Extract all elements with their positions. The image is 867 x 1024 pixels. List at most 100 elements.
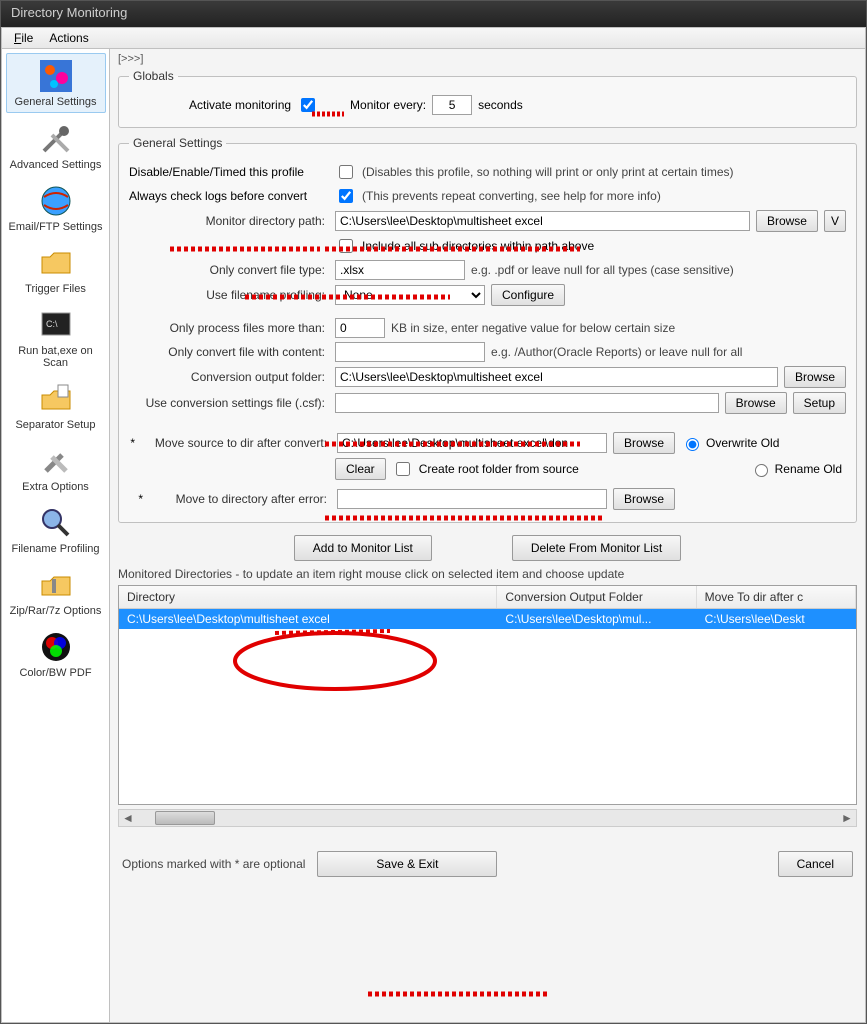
rename-old-radio[interactable] xyxy=(755,464,768,477)
cmd-icon: C:\ xyxy=(38,307,74,343)
csf-label: Use conversion settings file (.csf): xyxy=(129,396,329,410)
monitored-directories-hint: Monitored Directories - to update an ite… xyxy=(118,567,857,581)
configure-button[interactable]: Configure xyxy=(491,284,565,306)
globals-legend: Globals xyxy=(129,69,178,83)
filename-profiling-select[interactable]: None xyxy=(335,285,485,305)
tools-icon xyxy=(38,121,74,157)
cancel-button[interactable]: Cancel xyxy=(778,851,853,877)
wrench-icon xyxy=(38,443,74,479)
list-header-output[interactable]: Conversion Output Folder xyxy=(497,586,696,608)
sidebar-item-general-settings[interactable]: General Settings xyxy=(6,53,106,113)
star-marker-2: * xyxy=(129,492,143,506)
separator-icon xyxy=(38,381,74,417)
overwrite-old-radio[interactable] xyxy=(686,438,699,451)
seconds-label: seconds xyxy=(478,98,523,112)
globals-group: Globals Activate monitoring Monitor ever… xyxy=(118,69,857,128)
disable-profile-label: Disable/Enable/Timed this profile xyxy=(129,165,329,179)
activate-monitoring-label: Activate monitoring xyxy=(189,98,291,112)
zip-icon xyxy=(38,567,74,603)
general-icon xyxy=(38,58,74,94)
monitor-dir-v-button[interactable]: V xyxy=(824,210,846,232)
sidebar-item-trigger-files[interactable]: Trigger Files xyxy=(6,241,106,299)
star-marker: * xyxy=(129,436,135,450)
add-to-monitor-list-button[interactable]: Add to Monitor List xyxy=(294,535,432,561)
convert-content-label: Only convert file with content: xyxy=(129,345,329,359)
monitor-dir-browse-button[interactable]: Browse xyxy=(756,210,818,232)
move-source-input[interactable] xyxy=(337,433,607,453)
general-settings-group: General Settings Disable/Enable/Timed th… xyxy=(118,136,857,523)
checklogs-label: Always check logs before convert xyxy=(129,189,329,203)
svg-text:C:\: C:\ xyxy=(46,319,58,329)
sidebar-item-filename-profiling[interactable]: Filename Profiling xyxy=(6,501,106,559)
only-convert-type-input[interactable] xyxy=(335,260,465,280)
move-source-browse-button[interactable]: Browse xyxy=(613,432,675,454)
create-root-checkbox[interactable] xyxy=(396,462,410,476)
sidebar-item-label: Zip/Rar/7z Options xyxy=(10,605,102,617)
create-root-label: Create root folder from source xyxy=(419,462,579,476)
scroll-thumb[interactable] xyxy=(155,811,215,825)
globe-icon xyxy=(38,183,74,219)
main-panel: [>>>] Globals Activate monitoring Monito… xyxy=(110,49,865,1022)
monitor-every-label: Monitor every: xyxy=(350,98,426,112)
checklogs-checkbox[interactable] xyxy=(339,189,353,203)
list-header-move[interactable]: Move To dir after c xyxy=(697,586,856,608)
monitored-directories-list[interactable]: Directory Conversion Output Folder Move … xyxy=(118,585,857,805)
horizontal-scrollbar[interactable]: ◄ ► xyxy=(118,809,857,827)
activate-monitoring-checkbox[interactable] xyxy=(301,98,315,112)
rename-old-label: Rename Old xyxy=(775,462,842,476)
sidebar-item-label: Run bat,exe on Scan xyxy=(8,345,104,369)
sidebar-item-label: General Settings xyxy=(15,96,97,108)
sidebar-item-label: Advanced Settings xyxy=(10,159,102,171)
sidebar-item-run-bat-exe[interactable]: C:\ Run bat,exe on Scan xyxy=(6,303,106,373)
list-row[interactable]: C:\Users\lee\Desktop\multisheet excel C:… xyxy=(119,609,856,629)
sidebar-item-label: Email/FTP Settings xyxy=(9,221,103,233)
folder-icon xyxy=(38,245,74,281)
include-subdirs-checkbox[interactable] xyxy=(339,239,353,253)
sidebar-item-email-ftp-settings[interactable]: Email/FTP Settings xyxy=(6,179,106,237)
checklogs-note: (This prevents repeat converting, see he… xyxy=(362,189,661,203)
move-error-input[interactable] xyxy=(337,489,607,509)
footer-note: Options marked with * are optional xyxy=(122,857,305,871)
csf-browse-button[interactable]: Browse xyxy=(725,392,787,414)
list-header: Directory Conversion Output Folder Move … xyxy=(119,586,856,609)
sidebar-item-zip-options[interactable]: Zip/Rar/7z Options xyxy=(6,563,106,621)
output-folder-label: Conversion output folder: xyxy=(129,370,329,384)
list-header-directory[interactable]: Directory xyxy=(119,586,497,608)
monitor-every-input[interactable] xyxy=(432,95,472,115)
monitor-dir-label: Monitor directory path: xyxy=(129,214,329,228)
sidebar-item-separator-setup[interactable]: Separator Setup xyxy=(6,377,106,435)
sidebar-item-advanced-settings[interactable]: Advanced Settings xyxy=(6,117,106,175)
titlebar: Directory Monitoring xyxy=(1,1,866,27)
convert-content-input[interactable] xyxy=(335,342,485,362)
scroll-left-arrow-icon[interactable]: ◄ xyxy=(119,811,137,825)
only-convert-type-label: Only convert file type: xyxy=(129,263,329,277)
move-error-browse-button[interactable]: Browse xyxy=(613,488,675,510)
clear-button[interactable]: Clear xyxy=(335,458,386,480)
process-more-than-input[interactable] xyxy=(335,318,385,338)
sidebar-item-extra-options[interactable]: Extra Options xyxy=(6,439,106,497)
include-subdirs-label: Include all sub directories within path … xyxy=(362,239,594,253)
csf-setup-button[interactable]: Setup xyxy=(793,392,846,414)
save-exit-button[interactable]: Save & Exit xyxy=(317,851,497,877)
magnifier-icon xyxy=(38,505,74,541)
menu-file[interactable]: File xyxy=(6,29,41,47)
disable-profile-checkbox[interactable] xyxy=(339,165,353,179)
scroll-right-arrow-icon[interactable]: ► xyxy=(838,811,856,825)
delete-from-monitor-list-button[interactable]: Delete From Monitor List xyxy=(512,535,681,561)
breadcrumb: [>>>] xyxy=(118,53,857,65)
sidebar-item-color-bw-pdf[interactable]: Color/BW PDF xyxy=(6,625,106,683)
list-cell-move: C:\Users\lee\Deskt xyxy=(697,609,856,629)
sidebar-item-label: Trigger Files xyxy=(25,283,86,295)
output-folder-input[interactable] xyxy=(335,367,778,387)
menu-actions[interactable]: Actions xyxy=(41,29,96,47)
csf-input[interactable] xyxy=(335,393,719,413)
move-source-label: Move source to dir after convert: xyxy=(141,436,331,450)
process-more-than-note: KB in size, enter negative value for bel… xyxy=(391,321,675,335)
sidebar-item-label: Separator Setup xyxy=(15,419,95,431)
monitor-dir-input[interactable] xyxy=(335,211,750,231)
list-cell-output: C:\Users\lee\Desktop\mul... xyxy=(497,609,696,629)
window-title: Directory Monitoring xyxy=(11,5,127,20)
menubar: File Actions xyxy=(1,27,866,49)
output-folder-browse-button[interactable]: Browse xyxy=(784,366,846,388)
move-error-label: Move to directory after error: xyxy=(149,492,331,506)
